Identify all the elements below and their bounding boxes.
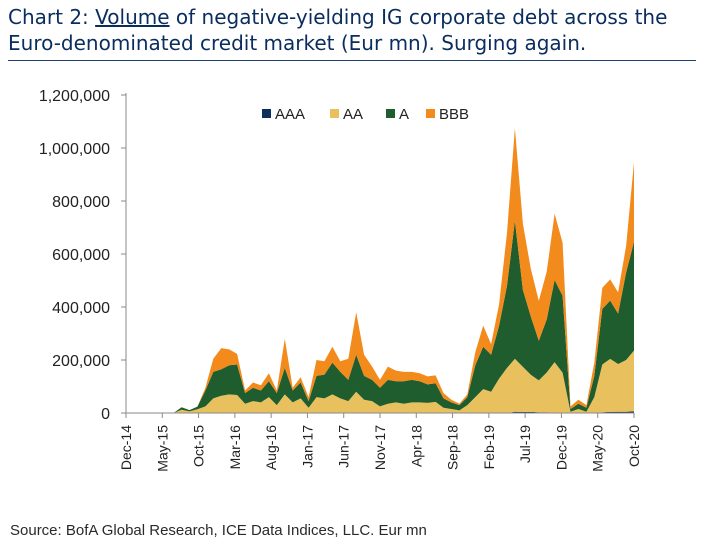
legend-label-aa: AA xyxy=(343,106,363,123)
y-tick-label: 800,000 xyxy=(52,194,110,211)
chart-axes: 0 200,000 400,000 600,000 800,000 1,000,000 1,… xyxy=(39,88,642,472)
legend-swatch-a xyxy=(386,109,395,118)
x-tick-label: Oct-15 xyxy=(191,425,207,467)
x-tick-label: Apr-18 xyxy=(408,425,424,467)
x-tick-label: Aug-16 xyxy=(263,425,279,470)
x-tick-label: Jul-19 xyxy=(517,425,533,463)
legend-swatch-aaa xyxy=(262,109,271,118)
chart-legend: AAA AA A BBB xyxy=(262,106,469,123)
y-tick-label: 0 xyxy=(101,406,110,423)
title-rest: of negative-yielding IG corporate debt a… xyxy=(8,5,668,55)
y-tick-label: 600,000 xyxy=(52,247,110,264)
x-tick-label: May-20 xyxy=(590,425,606,472)
legend-label-bbb: BBB xyxy=(439,106,469,123)
legend-swatch-aa xyxy=(330,109,339,118)
x-tick-label: Mar-16 xyxy=(227,425,243,470)
x-tick-label: Jun-17 xyxy=(336,425,352,468)
y-tick-label: 200,000 xyxy=(52,353,110,370)
area-aaa xyxy=(126,411,634,413)
x-tick-label: May-15 xyxy=(154,425,170,472)
plot-areas xyxy=(126,128,634,413)
x-tick-label: Dec-14 xyxy=(118,425,134,470)
y-tick-label: 1,000,000 xyxy=(39,141,110,158)
x-tick-label: Jan-17 xyxy=(299,425,315,468)
x-tick-label: Nov-17 xyxy=(372,425,388,470)
x-tick-label: Sep-18 xyxy=(445,425,461,470)
x-tick-label: Dec-19 xyxy=(553,425,569,470)
title-underlined-word: Volume xyxy=(95,5,170,29)
y-tick-label: 400,000 xyxy=(52,300,110,317)
stacked-area-chart: 0 200,000 400,000 600,000 800,000 1,000,000 1,… xyxy=(39,88,642,472)
legend-swatch-bbb xyxy=(426,109,435,118)
x-tick-label: Oct-20 xyxy=(626,425,642,467)
chart-title: Chart 2: Volume of negative-yielding IG … xyxy=(8,4,698,56)
y-tick-label: 1,200,000 xyxy=(39,88,110,105)
legend-label-aaa: AAA xyxy=(275,106,305,123)
x-tick-label: Feb-19 xyxy=(481,425,497,470)
title-divider xyxy=(8,60,696,61)
legend-label-a: A xyxy=(399,106,409,123)
area-a xyxy=(126,220,634,413)
title-prefix: Chart 2: xyxy=(8,5,96,29)
area-aa xyxy=(126,350,634,413)
source-note: Source: BofA Global Research, ICE Data I… xyxy=(10,522,427,539)
